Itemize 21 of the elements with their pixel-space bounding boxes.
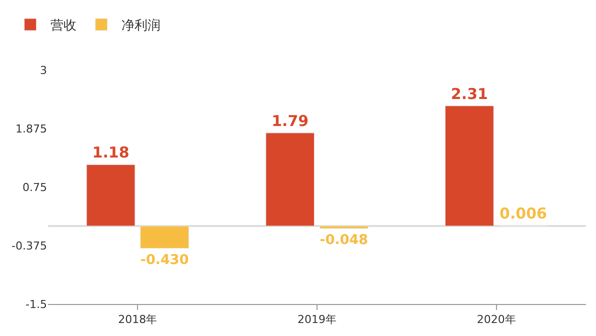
bar (444, 106, 494, 226)
bar (86, 164, 136, 226)
data-label: 0.006 (500, 204, 547, 223)
y-tick-label: -1.5 (26, 298, 47, 311)
y-tick-label: 3 (40, 64, 47, 77)
x-tick-label: 2019年 (298, 313, 336, 326)
legend-label: 净利润 (121, 18, 160, 34)
data-label: 2.31 (450, 84, 488, 103)
legend-label: 营收 (50, 18, 76, 34)
x-tick-label: 2020年 (476, 313, 516, 326)
bar (140, 226, 190, 249)
data-label: -0.430 (140, 252, 189, 268)
y-tick-label: 1.875 (16, 122, 47, 136)
y-tick-label: 0.75 (22, 180, 47, 194)
bar (319, 226, 368, 229)
bar (266, 132, 315, 226)
x-tick-label: 2018年 (118, 313, 158, 326)
data-label: 1.18 (92, 144, 130, 162)
data-label: 1.79 (272, 112, 309, 130)
data-label: -0.048 (320, 232, 368, 248)
y-tick-label: -0.375 (12, 239, 47, 252)
